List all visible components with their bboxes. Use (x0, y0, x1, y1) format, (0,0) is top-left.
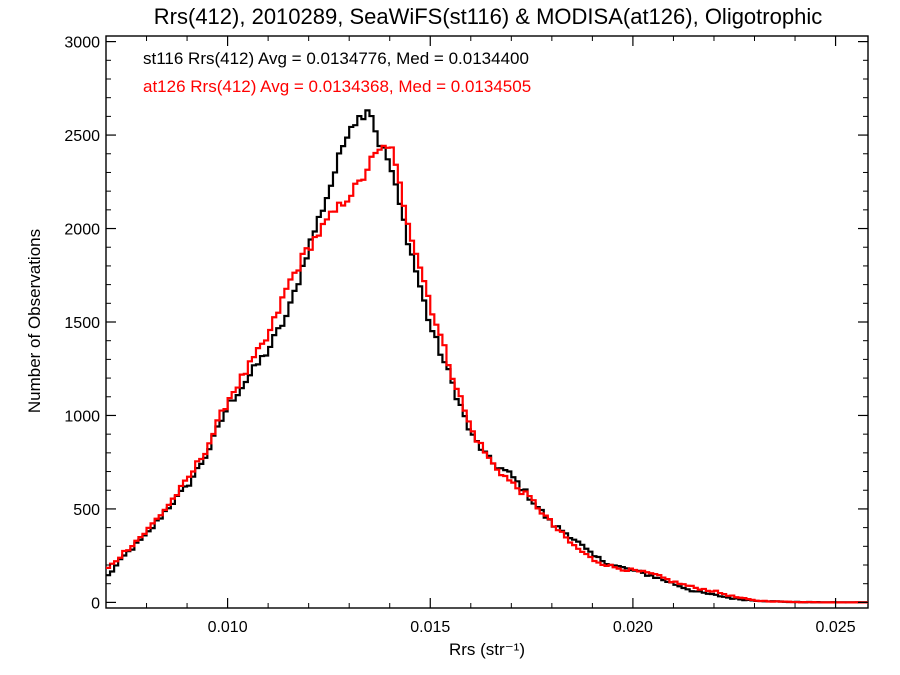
series-line-black (106, 109, 868, 604)
plot-frame (105, 35, 869, 609)
x-axis-ticks: 0.010 0.015 0.020 0.025 (105, 36, 856, 636)
y-tick-label: 1500 (64, 315, 100, 332)
y-tick-label: 3000 (64, 35, 100, 52)
y-tick-label: 1000 (64, 408, 100, 425)
y-tick-label: 0 (91, 595, 100, 612)
y-axis-label: Number of Observations (25, 229, 44, 413)
chart-title: Rrs(412), 2010289, SeaWiFS(st116) & MODI… (154, 4, 822, 29)
x-tick-label: 0.025 (816, 619, 856, 636)
y-axis-ticks: 0 500 1000 1500 2000 2500 3000 (64, 35, 868, 612)
y-tick-label: 500 (73, 502, 100, 519)
series-line-red (106, 144, 868, 604)
legend-entry-red: at126 Rrs(412) Avg = 0.0134368, Med = 0.… (143, 77, 531, 96)
y-tick-label: 2500 (64, 128, 100, 145)
x-tick-label: 0.020 (613, 619, 653, 636)
series-group (106, 109, 868, 604)
y-tick-label: 2000 (64, 222, 100, 239)
x-tick-label: 0.015 (410, 619, 450, 636)
x-tick-label: 0.010 (208, 619, 248, 636)
legend-entry-black: st116 Rrs(412) Avg = 0.0134776, Med = 0.… (143, 49, 529, 68)
x-axis-label: Rrs (str⁻¹) (449, 640, 525, 659)
